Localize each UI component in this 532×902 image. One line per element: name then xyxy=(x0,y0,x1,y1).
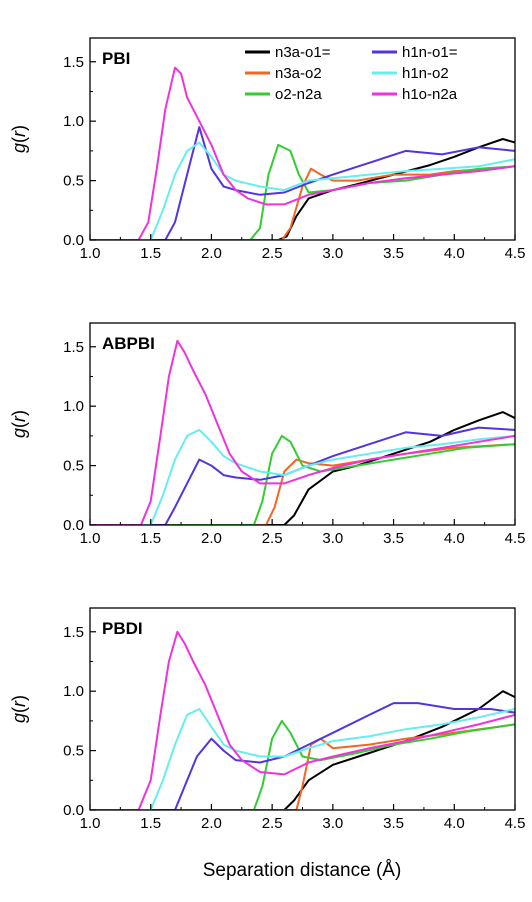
series-group xyxy=(90,339,515,525)
x-tick-label: 4.5 xyxy=(505,815,526,832)
series-line-n3a-o1-eq xyxy=(90,690,515,810)
x-tick-label: 1.5 xyxy=(140,530,161,547)
series-line-o2-n2a xyxy=(90,719,515,810)
series-line-h1o-n2a xyxy=(90,339,515,525)
x-tick-label: 1.0 xyxy=(80,530,101,547)
legend-label: h1n-o1= xyxy=(402,44,458,61)
x-tick-label: 1.0 xyxy=(80,245,101,262)
legend-label: n3a-o2 xyxy=(275,65,322,82)
panel-pbi: 1.0 1.5 2.0 2.5 3.0 3.5 4.0 4.5 0.0 0.5 1.0 1.5 g(r)… xyxy=(9,37,526,262)
panel-abpbi: 1.0 1.5 2.0 2.5 3.0 3.5 4.0 4.5 0.0 0.5 1.0 1.5 g(r)… xyxy=(9,322,526,547)
series-line-h1n-o2 xyxy=(90,708,515,810)
series-line-h1n-o1-eq xyxy=(90,426,515,525)
x-tick-label: 4.5 xyxy=(505,530,526,547)
series-group xyxy=(90,630,515,810)
panel-title: ABPBI xyxy=(102,334,155,353)
y-tick-label: 1.0 xyxy=(63,683,84,700)
y-tick-label: 1.0 xyxy=(63,113,84,130)
series-line-n3a-o2 xyxy=(90,165,515,240)
x-tick-label: 3.0 xyxy=(322,815,343,832)
series-line-n3a-o1-eq xyxy=(90,411,515,525)
x-tick-label: 2.5 xyxy=(262,245,283,262)
plot-frame xyxy=(89,322,516,526)
chart-panels: 1.0 1.5 2.0 2.5 3.0 3.5 4.0 4.5 0.0 0.5 1.0 1.5 g(r)… xyxy=(9,37,526,832)
x-tick-label: 1.5 xyxy=(140,815,161,832)
y-tick-label: 0.5 xyxy=(63,458,84,475)
x-tick-label: 3.0 xyxy=(322,245,343,262)
y-tick-label: 1.0 xyxy=(63,398,84,415)
series-line-h1n-o1-eq xyxy=(90,126,515,240)
x-tick-label: 4.0 xyxy=(444,530,465,547)
x-axis-label: Separation distance (Å) xyxy=(203,860,402,881)
x-tick-label: 1.5 xyxy=(140,245,161,262)
legend-label: n3a-o1= xyxy=(275,44,331,61)
x-tick-label: 2.0 xyxy=(201,530,222,547)
y-tick-label: 0.5 xyxy=(63,743,84,760)
y-tick-label: 1.5 xyxy=(63,339,84,356)
x-tick-label: 2.0 xyxy=(201,815,222,832)
x-tick-label: 2.5 xyxy=(262,815,283,832)
series-line-h1o-n2a xyxy=(90,66,515,240)
legend-label: o2-n2a xyxy=(275,86,322,103)
series-line-h1o-n2a xyxy=(90,630,515,810)
x-tick-label: 3.5 xyxy=(383,815,404,832)
x-tick-label: 3.0 xyxy=(322,530,343,547)
x-tick-label: 4.5 xyxy=(505,245,526,262)
series-line-n3a-o2 xyxy=(90,723,515,810)
series-line-h1n-o2 xyxy=(90,141,515,240)
x-tick-label: 2.0 xyxy=(201,245,222,262)
y-tick-label: 1.5 xyxy=(63,54,84,71)
legend-label: h1o-n2a xyxy=(402,86,458,103)
panel-title: PBDI xyxy=(102,619,143,638)
y-tick-label: 1.5 xyxy=(63,624,84,641)
x-tick-label: 1.0 xyxy=(80,815,101,832)
series-line-h1n-o2 xyxy=(90,428,515,525)
series-group xyxy=(90,66,515,240)
y-axis-label: g(r) xyxy=(9,410,29,438)
x-tick-label: 4.0 xyxy=(444,815,465,832)
x-tick-label: 3.5 xyxy=(383,245,404,262)
y-tick-label: 0.5 xyxy=(63,173,84,190)
y-axis-label: g(r) xyxy=(9,125,29,153)
x-tick-label: 2.5 xyxy=(262,530,283,547)
y-tick-label: 0.0 xyxy=(63,802,84,819)
legend-label: h1n-o2 xyxy=(402,65,449,82)
y-tick-label: 0.0 xyxy=(63,232,84,249)
panel-title: PBI xyxy=(102,49,130,68)
x-tick-label: 4.0 xyxy=(444,245,465,262)
series-line-o2-n2a xyxy=(90,434,515,525)
legend: n3a-o1= n3a-o2 o2-n2a h1n-o1= h1n-o2 h1o-n2a xyxy=(245,44,458,103)
panel-pbdi: 1.0 1.5 2.0 2.5 3.0 3.5 4.0 4.5 0.0 0.5 1.0 1.5 g(r)… xyxy=(9,607,526,832)
x-tick-label: 3.5 xyxy=(383,530,404,547)
y-tick-label: 0.0 xyxy=(63,517,84,534)
y-axis-label: g(r) xyxy=(9,695,29,723)
